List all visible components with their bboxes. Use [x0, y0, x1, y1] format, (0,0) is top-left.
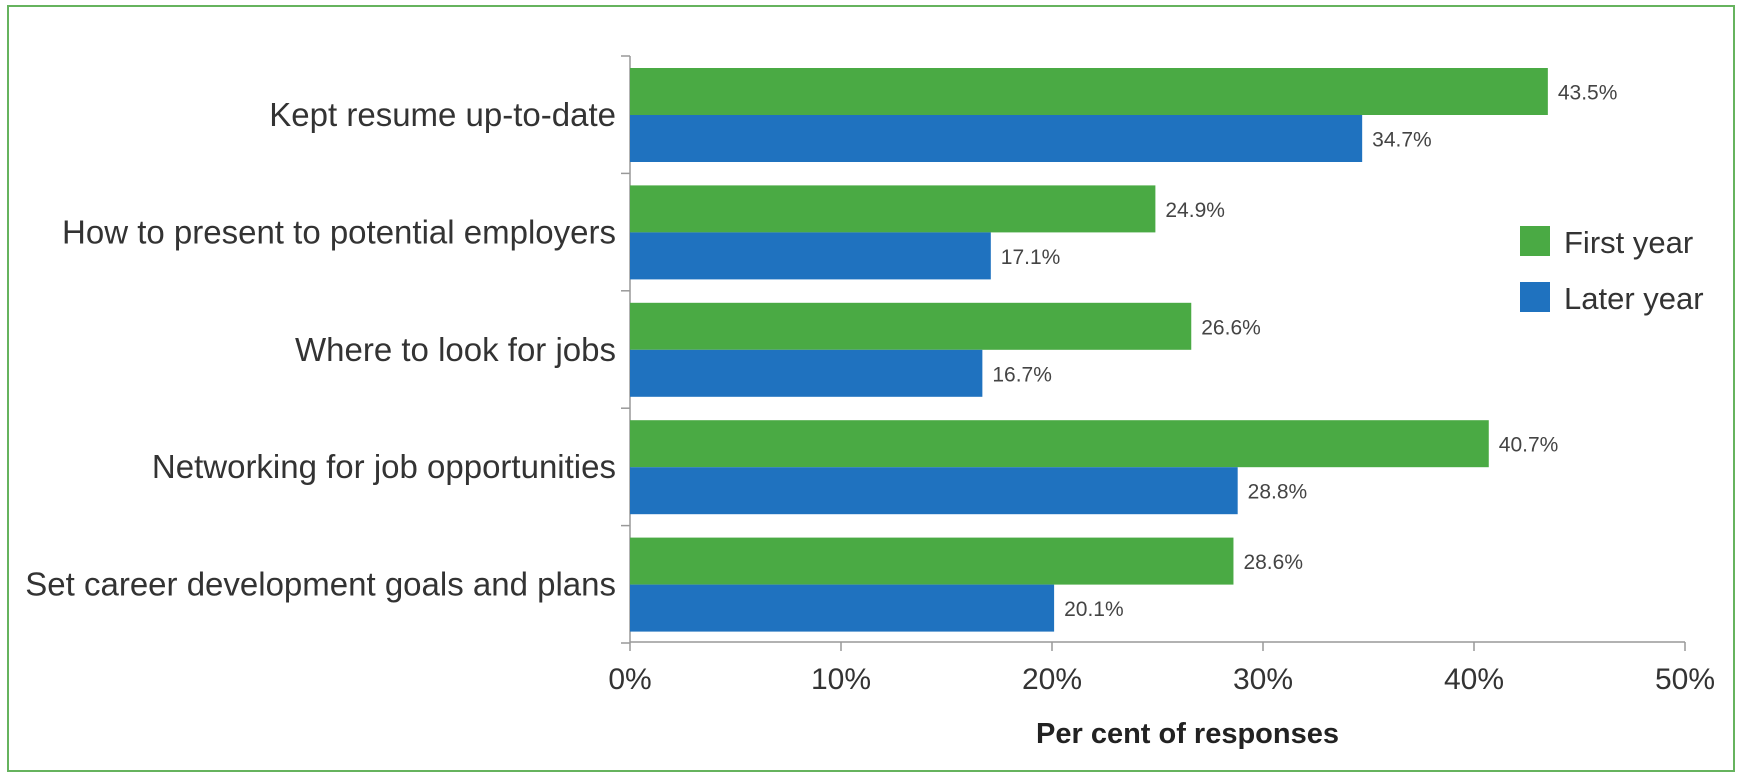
bar-first-year	[630, 420, 1489, 468]
x-tick-label: 0%	[608, 663, 651, 696]
bar-first-year	[630, 302, 1192, 350]
data-label: 43.5%	[1558, 82, 1618, 105]
data-label: 16.7%	[992, 363, 1052, 386]
bar-first-year	[630, 537, 1234, 585]
x-tick-label: 20%	[1022, 663, 1082, 696]
bar-later-year	[630, 349, 983, 397]
bar-later-year	[630, 467, 1238, 515]
data-label: 28.6%	[1243, 551, 1303, 574]
bar-later-year	[630, 232, 991, 280]
category-label: Set career development goals and plans	[25, 566, 616, 603]
bar-first-year	[630, 68, 1548, 115]
category-label: Networking for job opportunities	[152, 448, 616, 485]
data-label: 17.1%	[1001, 246, 1061, 269]
data-label: 34.7%	[1372, 129, 1432, 152]
data-label: 24.9%	[1165, 199, 1225, 222]
x-tick-label: 50%	[1655, 663, 1715, 696]
bar-first-year	[630, 185, 1156, 233]
x-tick-label: 30%	[1233, 663, 1293, 696]
legend-swatch	[1520, 282, 1550, 312]
data-label: 26.6%	[1201, 316, 1261, 339]
category-label: Kept resume up-to-date	[269, 96, 616, 133]
x-tick-label: 10%	[811, 663, 871, 696]
chart-border	[7, 5, 1735, 772]
bar-later-year	[630, 115, 1363, 162]
legend-label: Later year	[1564, 281, 1704, 316]
data-label: 20.1%	[1064, 598, 1124, 621]
data-label: 40.7%	[1499, 434, 1559, 457]
category-label: How to present to potential employers	[62, 213, 616, 250]
x-axis-title: Per cent of responses	[1036, 718, 1339, 750]
bar-later-year	[630, 584, 1055, 632]
x-tick-label: 40%	[1444, 663, 1504, 696]
data-label: 28.8%	[1248, 481, 1308, 504]
legend-label: First year	[1564, 225, 1693, 260]
legend-swatch	[1520, 226, 1550, 256]
category-label: Where to look for jobs	[295, 331, 616, 368]
